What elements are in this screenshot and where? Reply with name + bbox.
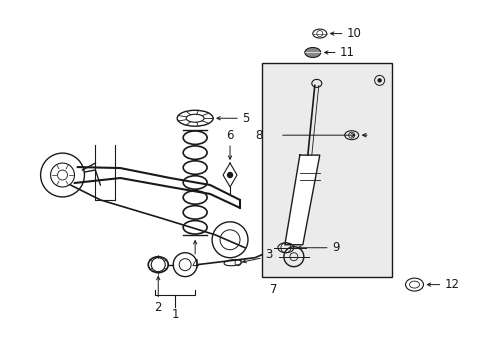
Circle shape (227, 172, 232, 177)
Text: 7: 7 (269, 283, 277, 296)
Text: 1: 1 (171, 308, 179, 321)
Text: 6: 6 (226, 129, 233, 142)
Text: 4: 4 (191, 258, 199, 271)
Polygon shape (285, 155, 319, 245)
Bar (262, 63, 391, 276)
Text: 10: 10 (346, 27, 361, 40)
Text: 12: 12 (444, 278, 459, 291)
Text: 2: 2 (154, 301, 162, 314)
Text: 8: 8 (254, 129, 262, 142)
Text: 9: 9 (331, 241, 339, 254)
Circle shape (377, 79, 380, 82)
Text: 5: 5 (242, 112, 249, 125)
Text: 11: 11 (339, 46, 354, 59)
Ellipse shape (304, 48, 320, 58)
Text: 3: 3 (264, 248, 272, 261)
